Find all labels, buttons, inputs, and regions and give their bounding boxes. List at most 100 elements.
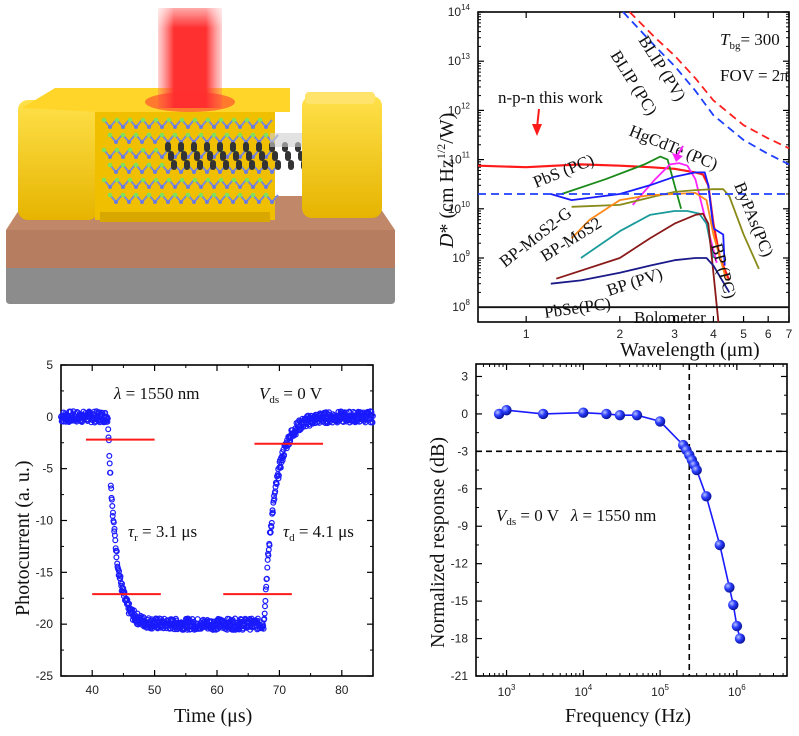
data-point bbox=[275, 472, 282, 479]
y-axis-label: Photocurrent (a. u.) bbox=[12, 460, 34, 616]
y-tick-label: -10 bbox=[36, 514, 54, 528]
y-tick-label: 1010 bbox=[448, 200, 471, 216]
x-tick-label: 2 bbox=[616, 327, 623, 341]
data-point bbox=[292, 431, 299, 438]
data-point bbox=[263, 583, 270, 590]
x-tick-label: 106 bbox=[728, 683, 746, 699]
data-point bbox=[601, 408, 612, 420]
series-group bbox=[476, 364, 787, 676]
data-point bbox=[260, 625, 267, 632]
x-tick-label: 1 bbox=[523, 327, 530, 341]
data-point bbox=[701, 491, 712, 502]
y-axis-label: D* (cm Hz1/2/W) bbox=[434, 113, 458, 249]
data-point bbox=[108, 485, 115, 492]
data-point bbox=[654, 416, 666, 427]
series-b-yp-xas-pc- bbox=[571, 188, 760, 270]
data-point bbox=[263, 575, 270, 582]
data-point bbox=[108, 496, 115, 503]
data-point bbox=[268, 523, 275, 530]
y-tick-label: 1013 bbox=[448, 52, 471, 68]
x-tick-label: 6 bbox=[765, 327, 772, 341]
y-tick-label: -12 bbox=[451, 557, 469, 571]
right-electrode bbox=[302, 92, 382, 218]
data-point bbox=[107, 469, 114, 476]
y-tick-label: 3 bbox=[461, 369, 468, 383]
y-tick-label: 5 bbox=[46, 358, 53, 372]
x-tick-label: 103 bbox=[498, 683, 516, 699]
data-point bbox=[631, 410, 643, 421]
x-tick-label: 5 bbox=[740, 327, 747, 341]
data-point bbox=[264, 564, 271, 571]
data-point bbox=[277, 464, 284, 471]
data-point bbox=[113, 548, 120, 555]
data-point bbox=[254, 615, 261, 622]
series-blip-pv- bbox=[628, 11, 790, 150]
annotation-vds: Vds = 0 V bbox=[259, 384, 323, 406]
annotation-wavelength: λ = 1550 nm bbox=[113, 384, 199, 403]
data-point bbox=[106, 452, 113, 459]
data-point bbox=[113, 554, 120, 561]
svg-text:Vds = 0 V: Vds = 0 V bbox=[259, 384, 323, 406]
data-point bbox=[269, 509, 276, 516]
data-point bbox=[368, 412, 375, 419]
annotation-conditions: Vds = 0 V λ = 1550 nm bbox=[496, 506, 656, 528]
y-tick-label: 0 bbox=[46, 410, 53, 424]
lattice-layers bbox=[101, 117, 330, 204]
data-point bbox=[184, 626, 191, 633]
data-point bbox=[724, 582, 735, 593]
data-point bbox=[112, 537, 119, 544]
y-tick-label: -21 bbox=[451, 669, 469, 683]
data-point bbox=[728, 599, 739, 611]
x-tick-label: 60 bbox=[210, 683, 224, 697]
series-blip-pc- bbox=[622, 11, 790, 166]
series-label: n-p-n this work bbox=[498, 88, 603, 107]
x-tick-label: 50 bbox=[148, 683, 162, 697]
y-tick-label: 1012 bbox=[448, 101, 471, 117]
data-point bbox=[112, 545, 119, 552]
annotation-fov: FOV = 2π bbox=[720, 66, 789, 85]
y-tick-label: -15 bbox=[36, 565, 54, 579]
data-point bbox=[266, 542, 273, 549]
y-tick-label: -20 bbox=[36, 617, 54, 631]
laser-beam bbox=[145, 8, 235, 112]
data-point bbox=[106, 460, 113, 467]
detectivity-plot: 1 2 3 4 5 6 7 108 109 1010 1011 1012 1013 1014 Wavele… bbox=[434, 3, 793, 361]
y-tick-label: -5 bbox=[42, 462, 53, 476]
data-point bbox=[109, 503, 116, 510]
data-point bbox=[578, 407, 589, 418]
data-point bbox=[271, 496, 278, 503]
data-point bbox=[117, 579, 124, 586]
device-illustration bbox=[6, 8, 395, 304]
arrow-npn bbox=[532, 108, 542, 136]
data-point bbox=[614, 410, 626, 421]
svg-text:Tbg= 300: Tbg= 300 bbox=[720, 30, 780, 52]
data-point bbox=[731, 620, 743, 632]
frequency-plot: 103 104 105 106 3 0 -3 -6 -9 -12 -15 -18 -21 Frequen… bbox=[427, 363, 788, 727]
data-point bbox=[260, 622, 267, 629]
series-bp-pc- bbox=[550, 171, 726, 266]
series-pbs-pc- bbox=[561, 155, 682, 210]
x-axis-label: Frequency (Hz) bbox=[565, 705, 691, 727]
x-axis-label: Wavelength (μm) bbox=[620, 339, 760, 361]
data-point bbox=[110, 519, 117, 526]
y-tick-label: -3 bbox=[457, 444, 468, 458]
data-point bbox=[734, 633, 746, 644]
x-tick-label: 105 bbox=[651, 683, 669, 699]
x-tick-label: 104 bbox=[574, 683, 592, 699]
series-label: Bolometer bbox=[634, 308, 706, 327]
y-tick-label: -25 bbox=[36, 669, 54, 683]
series-pbse-pc- bbox=[550, 257, 731, 293]
data-point bbox=[140, 614, 147, 621]
y-tick-label: 108 bbox=[452, 298, 470, 314]
plot-frame bbox=[475, 363, 788, 677]
x-axis-label: Time (μs) bbox=[174, 705, 252, 727]
axis-ticks: 103 104 105 106 3 0 -3 -6 -9 -12 -15 -18 -21 bbox=[451, 364, 787, 699]
data-point bbox=[262, 597, 269, 604]
svg-text:Vds = 0 V λ = 1550 nm: Vds = 0 V λ = 1550 nm bbox=[496, 506, 656, 528]
data-points bbox=[57, 408, 376, 633]
y-tick-label: -9 bbox=[457, 519, 468, 533]
x-tick-label: 40 bbox=[86, 683, 100, 697]
